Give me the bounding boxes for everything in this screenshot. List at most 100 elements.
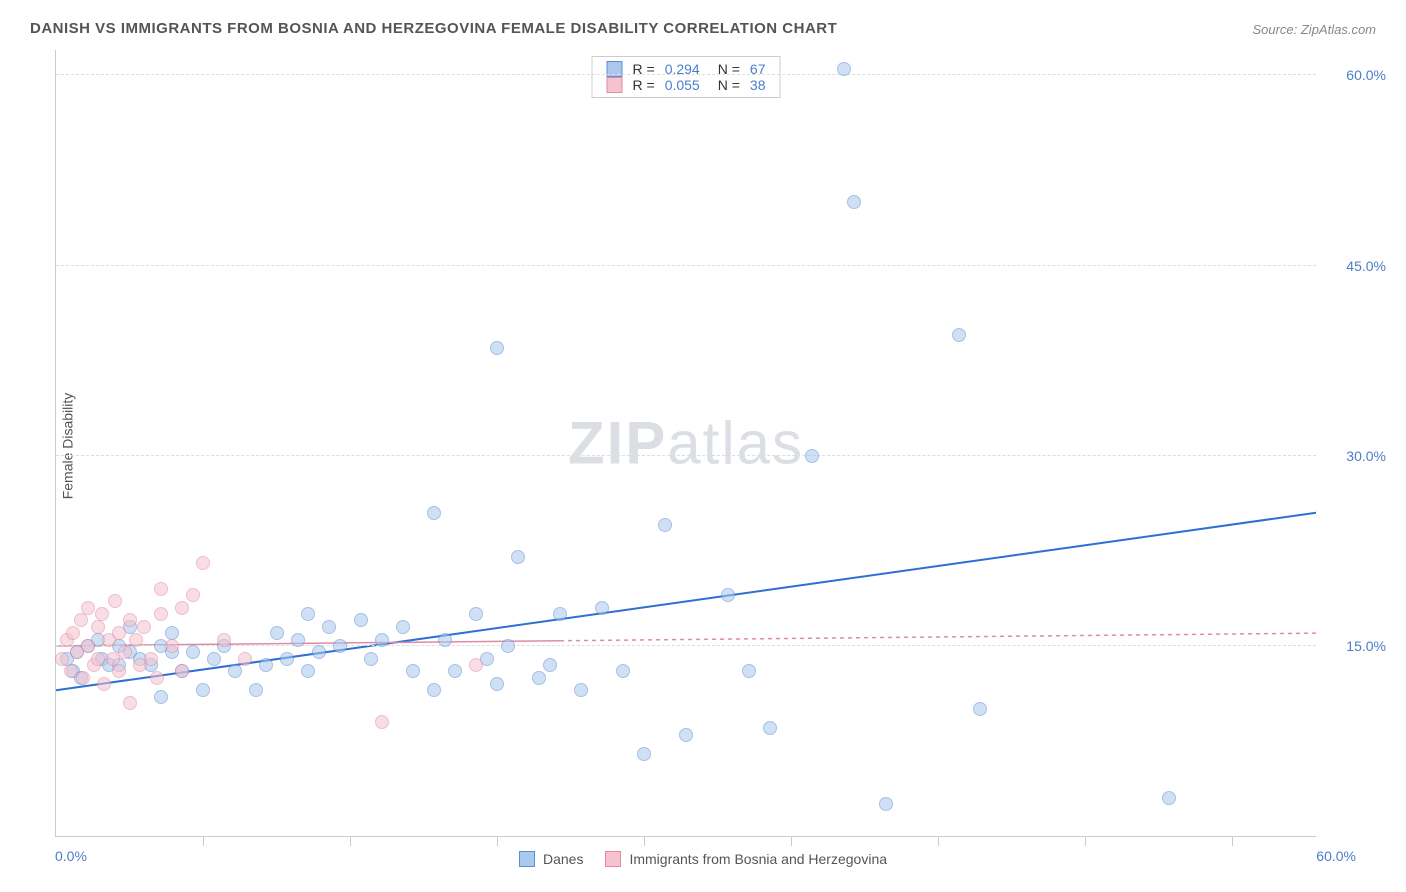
- data-point: [137, 620, 151, 634]
- legend-label-danes: Danes: [543, 851, 583, 867]
- x-axis-min: 0.0%: [55, 848, 87, 864]
- legend-item-immigrants: Immigrants from Bosnia and Herzegovina: [605, 851, 887, 867]
- data-point: [259, 658, 273, 672]
- data-point: [238, 652, 252, 666]
- data-point: [879, 797, 893, 811]
- data-point: [742, 664, 756, 678]
- x-tick: [644, 836, 645, 846]
- data-point: [501, 639, 515, 653]
- data-point: [301, 607, 315, 621]
- y-tick-label: 15.0%: [1346, 638, 1386, 654]
- data-point: [175, 664, 189, 678]
- data-point: [1162, 791, 1176, 805]
- data-point: [112, 664, 126, 678]
- data-point: [154, 607, 168, 621]
- data-point: [66, 626, 80, 640]
- data-point: [165, 639, 179, 653]
- data-point: [805, 449, 819, 463]
- data-point: [76, 671, 90, 685]
- data-point: [637, 747, 651, 761]
- data-point: [553, 607, 567, 621]
- series-legend: Danes Immigrants from Bosnia and Herzego…: [519, 851, 887, 867]
- x-tick: [938, 836, 939, 846]
- data-point: [154, 582, 168, 596]
- data-point: [354, 613, 368, 627]
- data-point: [91, 620, 105, 634]
- data-point: [95, 607, 109, 621]
- data-point: [55, 652, 69, 666]
- data-point: [312, 645, 326, 659]
- data-point: [721, 588, 735, 602]
- chart-title: DANISH VS IMMIGRANTS FROM BOSNIA AND HER…: [30, 20, 837, 37]
- data-point: [112, 626, 126, 640]
- x-tick: [497, 836, 498, 846]
- data-point: [186, 645, 200, 659]
- data-point: [427, 506, 441, 520]
- x-tick: [1085, 836, 1086, 846]
- x-tick: [203, 836, 204, 846]
- data-point: [150, 671, 164, 685]
- data-point: [658, 518, 672, 532]
- legend-row-immigrants: R = 0.055 N = 38: [607, 77, 766, 93]
- gridline: [56, 455, 1316, 456]
- data-point: [511, 550, 525, 564]
- r-label: R =: [633, 77, 655, 93]
- data-point: [280, 652, 294, 666]
- swatch-pink: [607, 77, 623, 93]
- data-point: [438, 633, 452, 647]
- data-point: [490, 677, 504, 691]
- data-point: [217, 633, 231, 647]
- data-point: [616, 664, 630, 678]
- data-point: [108, 594, 122, 608]
- data-point: [364, 652, 378, 666]
- y-tick-label: 60.0%: [1346, 67, 1386, 83]
- n-label: N =: [718, 77, 740, 93]
- legend-label-immigrants: Immigrants from Bosnia and Herzegovina: [629, 851, 887, 867]
- data-point: [196, 683, 210, 697]
- data-point: [301, 664, 315, 678]
- data-point: [249, 683, 263, 697]
- data-point: [763, 721, 777, 735]
- swatch-blue: [519, 851, 535, 867]
- y-tick-label: 45.0%: [1346, 258, 1386, 274]
- data-point: [291, 633, 305, 647]
- data-point: [847, 195, 861, 209]
- x-tick: [350, 836, 351, 846]
- watermark: ZIPatlas: [568, 409, 804, 478]
- data-point: [97, 677, 111, 691]
- data-point: [952, 328, 966, 342]
- data-point: [448, 664, 462, 678]
- x-tick: [791, 836, 792, 846]
- y-tick-label: 30.0%: [1346, 448, 1386, 464]
- scatter-chart: ZIPatlas R = 0.294 N = 67 R = 0.055 N = …: [55, 50, 1316, 837]
- gridline: [56, 265, 1316, 266]
- data-point: [81, 601, 95, 615]
- data-point: [270, 626, 284, 640]
- data-point: [207, 652, 221, 666]
- data-point: [322, 620, 336, 634]
- data-point: [196, 556, 210, 570]
- data-point: [118, 645, 132, 659]
- data-point: [427, 683, 441, 697]
- data-point: [228, 664, 242, 678]
- r-value-immigrants: 0.055: [665, 77, 700, 93]
- legend-item-danes: Danes: [519, 851, 583, 867]
- data-point: [469, 607, 483, 621]
- data-point: [91, 652, 105, 666]
- gridline: [56, 645, 1316, 646]
- data-point: [595, 601, 609, 615]
- data-point: [973, 702, 987, 716]
- data-point: [123, 613, 137, 627]
- swatch-pink: [605, 851, 621, 867]
- gridline: [56, 74, 1316, 75]
- data-point: [186, 588, 200, 602]
- correlation-legend: R = 0.294 N = 67 R = 0.055 N = 38: [592, 56, 781, 98]
- source-label: Source: ZipAtlas.com: [1252, 22, 1376, 37]
- data-point: [123, 696, 137, 710]
- data-point: [543, 658, 557, 672]
- data-point: [375, 633, 389, 647]
- n-value-immigrants: 38: [750, 77, 766, 93]
- data-point: [396, 620, 410, 634]
- data-point: [574, 683, 588, 697]
- x-axis-max: 60.0%: [1316, 848, 1356, 864]
